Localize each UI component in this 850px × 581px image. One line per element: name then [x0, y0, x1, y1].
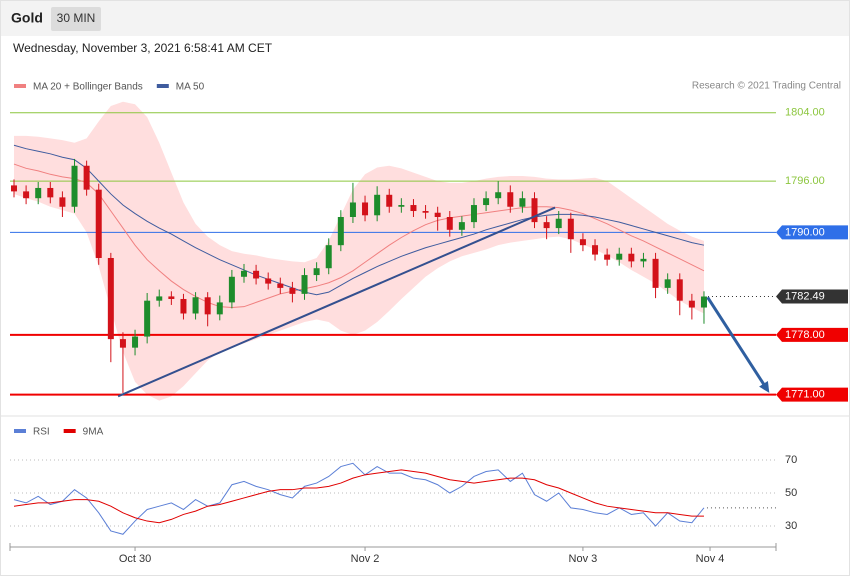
- ma-line: [13, 144, 705, 296]
- level-tag: [776, 387, 848, 402]
- candle-body: [325, 245, 332, 269]
- candle-body: [362, 202, 369, 216]
- candle-body: [119, 339, 126, 348]
- interval-pill[interactable]: [51, 7, 101, 31]
- legend-swatch: [14, 429, 26, 433]
- rsi-line: [13, 462, 705, 535]
- candle-body: [132, 336, 139, 348]
- legend-swatch: [14, 84, 26, 88]
- level-label: 1778.00: [785, 329, 825, 341]
- candle-body: [470, 205, 477, 223]
- bollinger-band: [13, 101, 704, 401]
- candle-body: [652, 258, 659, 288]
- candle-body: [446, 216, 453, 230]
- candle-body: [240, 270, 247, 277]
- level-label: 1804.00: [785, 107, 825, 119]
- candle-body: [507, 192, 514, 207]
- arrow-head: [759, 381, 770, 393]
- candle-body: [579, 239, 586, 246]
- candle-body: [204, 297, 211, 315]
- level-label: 1771.00: [785, 389, 825, 401]
- timestamp: Wednesday, November 3, 2021 6:58:41 AM C…: [13, 41, 273, 55]
- level-label: 1796.00: [785, 175, 825, 187]
- y-tick-label: 30: [785, 520, 797, 532]
- candle-body: [289, 287, 296, 294]
- candle-body: [628, 253, 635, 262]
- candle-body: [349, 202, 356, 217]
- candle-body: [144, 300, 151, 337]
- candle-body: [265, 278, 272, 284]
- credit: Research © 2021 Trading Central: [692, 81, 841, 92]
- rsi-line: [13, 469, 704, 524]
- trendline: [117, 206, 556, 398]
- legend-label: MA 50: [176, 82, 205, 93]
- candle-body: [374, 194, 381, 216]
- candle-body: [95, 189, 102, 258]
- candle-body: [531, 198, 538, 223]
- legend-label: 9MA: [83, 427, 104, 438]
- level-tag: [776, 327, 848, 342]
- candle-body: [192, 297, 199, 314]
- candle-body: [228, 276, 235, 303]
- legend-swatch: [63, 429, 76, 433]
- y-tick-label: 70: [785, 454, 797, 466]
- x-tick-label: Oct 30: [119, 553, 151, 565]
- level-label: 1790.00: [785, 226, 825, 238]
- candle-body: [604, 254, 611, 260]
- level-tag: [776, 289, 848, 304]
- x-tick-label: Nov 4: [696, 553, 725, 565]
- candle-body: [664, 279, 671, 288]
- candle-body: [386, 194, 393, 207]
- candle-body: [434, 212, 441, 217]
- candle-body: [567, 218, 574, 240]
- candle-body: [592, 245, 599, 255]
- candle-body: [23, 191, 30, 199]
- candle-body: [301, 275, 308, 294]
- x-tick-label: Nov 3: [569, 553, 598, 565]
- candle-body: [107, 257, 114, 340]
- candle-body: [495, 192, 502, 199]
- candle-body: [458, 222, 465, 230]
- candle-body: [519, 198, 526, 207]
- y-tick-label: 50: [785, 487, 797, 499]
- candle-body: [700, 296, 707, 308]
- candle-body: [616, 253, 623, 260]
- x-tick-label: Nov 2: [351, 553, 380, 565]
- candle-body: [398, 205, 405, 207]
- legend-label: MA 20 + Bollinger Bands: [33, 82, 143, 93]
- candle-body: [216, 302, 223, 315]
- instrument: Gold: [11, 10, 43, 26]
- candle-body: [10, 185, 17, 192]
- legend-swatch: [156, 84, 169, 88]
- candle-body: [337, 216, 344, 246]
- candle-body: [676, 279, 683, 301]
- candle-body: [410, 205, 417, 212]
- interval[interactable]: 30 MIN: [57, 11, 96, 25]
- forecast-arrow: [706, 296, 768, 389]
- candle-body: [168, 296, 175, 299]
- candle-body: [156, 296, 163, 301]
- level-label: 1782.49: [785, 290, 825, 302]
- candle-body: [253, 270, 260, 279]
- candle-body: [47, 187, 54, 198]
- candle-body: [422, 211, 429, 213]
- candle-body: [35, 187, 42, 199]
- candle-body: [543, 222, 550, 229]
- candle-body: [180, 298, 187, 314]
- candle-body: [277, 283, 284, 288]
- level-tag: [776, 225, 848, 240]
- candle-body: [59, 197, 66, 207]
- legend-label: RSI: [33, 427, 50, 438]
- candle-body: [483, 198, 490, 206]
- candle-body: [688, 300, 695, 308]
- candle-body: [555, 218, 562, 229]
- candle-body: [640, 258, 647, 262]
- header-bar: [1, 1, 849, 36]
- candle-body: [71, 165, 78, 207]
- candle-body: [83, 165, 90, 190]
- candle-body: [313, 268, 320, 276]
